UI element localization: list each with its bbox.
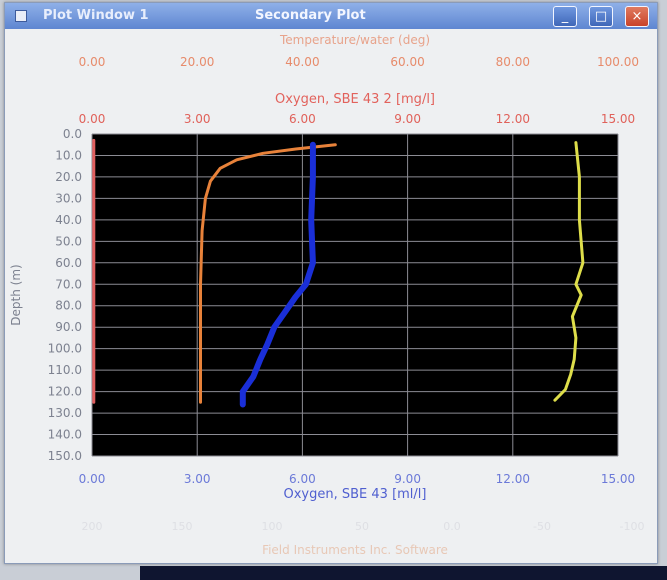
depth-axis-tick-label: 140.0 (48, 428, 82, 442)
plot-title: Secondary Plot (255, 8, 366, 23)
depth-axis-tick-label: 70.0 (55, 277, 82, 291)
depth-axis-tick-label: 40.0 (55, 213, 82, 227)
depth-axis-tick-label: 110.0 (48, 363, 82, 377)
series-layer (92, 138, 585, 408)
footer-tick-label: 0.0 (443, 520, 461, 533)
footer-tick-label: 50 (355, 520, 369, 533)
top-axis-2-tick-label: 0.00 (79, 112, 106, 126)
depth-axis-ticks: 0.0 10.0 20.0 30.0 40.0 50.0 60.0 70.0 80.0 90.0 1… (48, 127, 82, 463)
title-bar[interactable]: Plot Window 1 Secondary Plot _ □ × (5, 3, 657, 29)
footer-tick-label: -50 (533, 520, 551, 533)
top-axis-1-title: Temperature/water (deg) (279, 33, 430, 47)
bottom-axis-tick-label: 6.00 (289, 472, 316, 486)
footer-faint-ticks: 200 150 100 50 0.0 -50 -100 (82, 520, 645, 533)
depth-axis-tick-label: 30.0 (55, 191, 82, 205)
window-title: Plot Window 1 (43, 8, 149, 23)
depth-axis-tick-label: 100.0 (48, 342, 82, 356)
top-axis-1-tick-label: 60.00 (390, 55, 424, 69)
top-axis-2-tick-label: 9.00 (394, 112, 421, 126)
footer-tick-label: 100 (262, 520, 283, 533)
depth-axis-tick-label: 130.0 (48, 406, 82, 420)
bottom-axis-tick-label: 3.00 (184, 472, 211, 486)
top-axis-2-tick-label: 15.00 (601, 112, 635, 126)
top-axis-2-tick-label: 12.00 (496, 112, 530, 126)
taskbar-strip (140, 566, 667, 580)
top-axis-1-tick-label: 80.00 (496, 55, 530, 69)
depth-axis-tick-label: 50.0 (55, 234, 82, 248)
grid-lines (91, 133, 619, 457)
depth-axis-tick-label: 90.0 (55, 320, 82, 334)
series-line (553, 141, 585, 402)
plot-area (92, 134, 618, 456)
bottom-axis-tick-label: 9.00 (394, 472, 421, 486)
top-axis-2-tick-label: 3.00 (184, 112, 211, 126)
app-icon[interactable] (15, 10, 27, 22)
close-button[interactable]: × (625, 6, 649, 27)
depth-axis-title: Depth (m) (9, 264, 23, 325)
bottom-axis-tick-label: 15.00 (601, 472, 635, 486)
top-axis-1-tick-label: 40.00 (285, 55, 319, 69)
top-axis-2-ticks: 0.00 3.00 6.00 9.00 12.00 15.00 (79, 112, 636, 126)
top-axis-2-tick-label: 6.00 (289, 112, 316, 126)
footer-tick-label: 200 (82, 520, 103, 533)
depth-axis-tick-label: 80.0 (55, 299, 82, 313)
maximize-button[interactable]: □ (589, 6, 613, 27)
series-line (239, 141, 316, 408)
top-axis-1-tick-label: 20.00 (180, 55, 214, 69)
bottom-axis-tick-label: 12.00 (496, 472, 530, 486)
bottom-axis-ticks: 0.00 3.00 6.00 9.00 12.00 15.00 (79, 472, 636, 486)
depth-axis-tick-label: 20.0 (55, 170, 82, 184)
top-axis-1-tick-label: 100.00 (597, 55, 639, 69)
bottom-axis-title: Oxygen, SBE 43 [ml/l] (284, 487, 427, 502)
depth-axis-tick-label: 150.0 (48, 449, 82, 463)
top-axis-2-title: Oxygen, SBE 43 2 [mg/l] (275, 92, 435, 107)
depth-axis-tick-label: 0.0 (63, 127, 82, 141)
footer-tick-label: -100 (620, 520, 645, 533)
minimize-button[interactable]: _ (553, 6, 577, 27)
depth-axis-tick-label: 60.0 (55, 256, 82, 270)
depth-axis-tick-label: 10.0 (55, 148, 82, 162)
series-line (199, 143, 337, 404)
bottom-axis-tick-label: 0.00 (79, 472, 106, 486)
top-axis-1-tick-label: 0.00 (79, 55, 106, 69)
footer-caption: Field Instruments Inc. Software (262, 543, 448, 557)
footer-tick-label: 150 (172, 520, 193, 533)
top-axis-1-ticks: 0.00 20.00 40.00 60.00 80.00 100.00 (79, 55, 639, 69)
depth-axis-tick-label: 120.0 (48, 385, 82, 399)
